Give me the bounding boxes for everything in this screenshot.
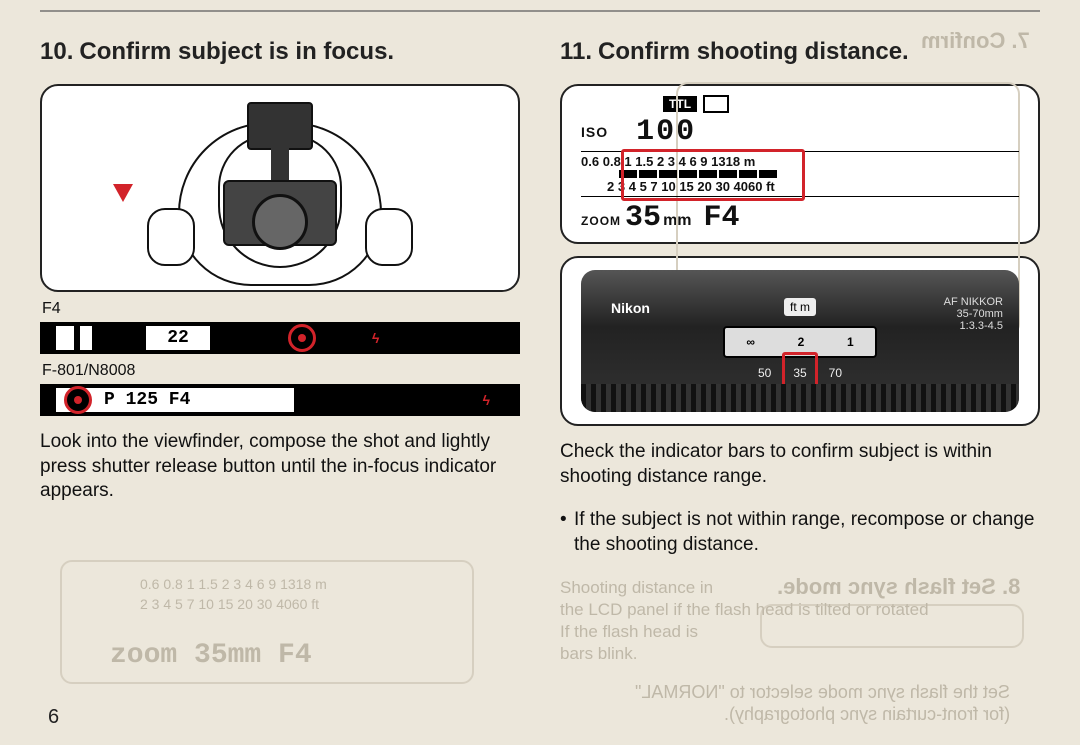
column-left: 10.Confirm subject is in focus. F4 bbox=[40, 24, 520, 577]
ghost-text: bars blink. bbox=[560, 644, 637, 664]
illustration-lens: Nikon ft m AF NIKKOR 35-70mm 1:3.3-4.5 ∞… bbox=[560, 256, 1040, 426]
person-with-camera bbox=[61, 96, 499, 280]
step-heading-11: 11.Confirm shooting distance. bbox=[560, 38, 1040, 66]
ghost-text: (for front-curtain sync photography). bbox=[724, 704, 1010, 725]
flash-ready-icon: ϟ bbox=[483, 392, 490, 408]
manual-page: 7. Confirm 0.6 0.8 1 1.5 2 3 4 6 9 1318 … bbox=[0, 0, 1080, 745]
zoom-label: ZOOM bbox=[581, 214, 621, 228]
dist-val: ∞ bbox=[746, 335, 755, 349]
focus-indicator-icon bbox=[288, 324, 316, 352]
lens-model-text: AF NIKKOR 35-70mm 1:3.3-4.5 bbox=[944, 296, 1003, 332]
zoom-value: 35 bbox=[625, 201, 661, 235]
lens-af-line: 35-70mm bbox=[944, 308, 1003, 320]
vf-f801-readout: P 125 F4 bbox=[104, 390, 190, 410]
vf-f4-value: 22 bbox=[146, 326, 210, 350]
flash-head-icon bbox=[703, 95, 729, 113]
viewfinder-label-f4: F4 bbox=[42, 300, 520, 318]
ghost-box bbox=[60, 560, 474, 684]
ghost-text: 8. Set flash sync mode. bbox=[777, 574, 1020, 600]
zoom-mark: 50 bbox=[758, 366, 771, 380]
range-highlight bbox=[621, 149, 805, 201]
shutter-arrow-icon bbox=[113, 184, 133, 202]
lens-ft-m-label: ft m bbox=[784, 298, 816, 316]
step-title: Confirm shooting distance. bbox=[598, 38, 909, 65]
zoom-mark: 35 bbox=[793, 366, 806, 380]
lens-barrel: Nikon ft m AF NIKKOR 35-70mm 1:3.3-4.5 ∞… bbox=[581, 270, 1019, 413]
viewfinder-label-f801: F-801/N8008 bbox=[42, 362, 520, 380]
step-10-body: Look into the viewfinder, compose the sh… bbox=[40, 430, 520, 504]
dist-val: 2 bbox=[798, 335, 805, 349]
dist-val: 1 bbox=[847, 335, 854, 349]
top-rule bbox=[40, 10, 1040, 12]
viewfinder-bar-f4: 22 ϟ bbox=[40, 322, 520, 354]
step-11-bullet: If the subject is not within range, reco… bbox=[560, 508, 1040, 557]
step-number: 10. bbox=[40, 38, 73, 65]
page-number: 6 bbox=[48, 706, 59, 729]
ghost-text: If the flash head is bbox=[560, 622, 698, 642]
lens-af-line: 1:3.3-4.5 bbox=[944, 320, 1003, 332]
step-title: Confirm subject is in focus. bbox=[79, 38, 394, 65]
focus-indicator-icon bbox=[64, 386, 92, 414]
ghost-text: Set the flash sync mode selector to "NOR… bbox=[635, 682, 1010, 703]
lens-brand: Nikon bbox=[611, 300, 650, 316]
ghost-text: Shooting distance in bbox=[560, 578, 713, 598]
lens-grip bbox=[581, 384, 1019, 412]
zoom-mark: 70 bbox=[829, 366, 842, 380]
viewfinder-bar-f801: P 125 F4 ϟ bbox=[40, 384, 520, 416]
zoom-ring-marks: 50 35 70 bbox=[758, 366, 842, 380]
iso-label: ISO bbox=[581, 124, 608, 140]
step-heading-10: 10.Confirm subject is in focus. bbox=[40, 38, 520, 66]
step-number: 11. bbox=[560, 38, 592, 65]
lens-af-line: AF NIKKOR bbox=[944, 296, 1003, 308]
flash-ready-icon: ϟ bbox=[372, 330, 379, 346]
distance-scale: 0.6 0.8 1 1.5 2 3 4 6 9 1318 m 2 3 4 5 7… bbox=[581, 151, 1019, 197]
ghost-box bbox=[760, 604, 1024, 648]
step-11-body: Check the indicator bars to confirm subj… bbox=[560, 440, 1040, 489]
illustration-photographer bbox=[40, 84, 520, 292]
